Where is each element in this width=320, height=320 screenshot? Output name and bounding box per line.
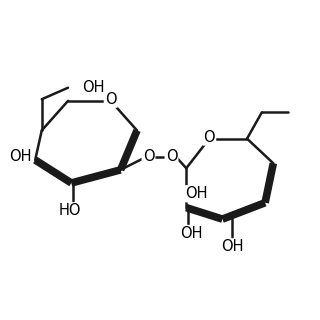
Text: HO: HO (59, 203, 81, 218)
Text: OH: OH (180, 226, 203, 241)
Text: O: O (204, 130, 215, 145)
Text: O: O (105, 92, 116, 107)
Text: OH: OH (9, 148, 31, 164)
Text: OH: OH (221, 239, 244, 254)
Text: O: O (143, 149, 154, 164)
Text: OH: OH (185, 186, 207, 201)
Text: OH: OH (82, 80, 104, 95)
Text: O: O (166, 149, 177, 164)
